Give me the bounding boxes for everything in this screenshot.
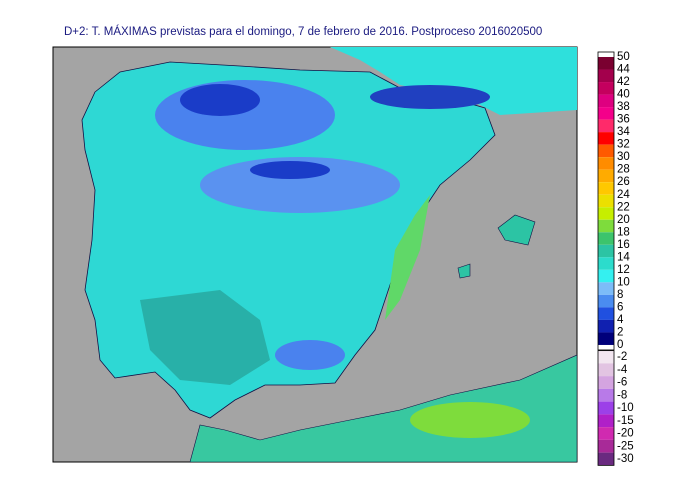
scale-border — [597, 350, 615, 466]
scale-swatch — [598, 257, 614, 270]
scale-swatch — [598, 282, 614, 295]
scale-swatch — [598, 332, 614, 345]
scale-label: -4 — [617, 364, 628, 376]
scale-label: 12 — [617, 264, 630, 276]
scale-label: 0 — [617, 339, 623, 351]
mallorca — [497, 214, 536, 246]
scale-label: 10 — [617, 276, 630, 288]
scale-swatch — [598, 307, 614, 320]
scale-label: 38 — [617, 101, 630, 113]
scale-swatch — [598, 94, 614, 108]
scale-label: 24 — [617, 189, 630, 201]
scale-swatch — [598, 57, 614, 70]
scale-swatch — [598, 388, 614, 402]
legend: 5044424038363432302826242220181614121086… — [597, 51, 634, 466]
scale-label: 22 — [617, 201, 630, 213]
cold-ridge — [250, 161, 330, 179]
scale-label: 26 — [617, 176, 630, 188]
scale-label: 16 — [617, 239, 630, 251]
scale-swatch — [598, 169, 614, 183]
ibiza — [457, 263, 471, 279]
warm-south — [140, 290, 270, 385]
scale-swatch — [598, 376, 614, 389]
scale-swatch — [598, 427, 614, 440]
scale-swatch — [598, 350, 614, 364]
scale-label: 36 — [617, 114, 630, 126]
scale-label: -15 — [617, 415, 634, 427]
scale-swatch — [598, 82, 614, 95]
scale-label: 50 — [617, 51, 630, 63]
scale-label: 40 — [617, 89, 630, 101]
scale-border — [597, 51, 615, 351]
scale-label: -2 — [617, 351, 627, 363]
scale-label: -20 — [617, 428, 634, 440]
scale-label: 2 — [617, 326, 623, 338]
scale-label: -8 — [617, 389, 627, 401]
scale-swatch — [598, 232, 614, 245]
scale-label: 44 — [617, 64, 630, 76]
scale-label: 6 — [617, 301, 623, 313]
africa-warm — [410, 402, 530, 438]
scale-swatch — [598, 294, 614, 308]
warm-coast — [385, 195, 430, 320]
scale-swatch — [598, 182, 614, 195]
scale-swatch — [598, 319, 614, 333]
map-title: D+2: T. MÁXIMAS previstas para el doming… — [64, 25, 542, 38]
scale-swatch — [598, 69, 614, 83]
scale-swatch — [598, 452, 614, 466]
pyrenees — [370, 85, 490, 109]
scale-label: 8 — [617, 289, 623, 301]
scale-label: -30 — [617, 453, 634, 465]
scale-swatch — [598, 132, 614, 145]
scale-label: 42 — [617, 76, 630, 88]
scale-swatch — [598, 219, 614, 233]
scale-label: 34 — [617, 126, 630, 138]
scale-swatch — [598, 244, 614, 258]
scale-swatch — [598, 157, 614, 170]
scale-swatch — [598, 107, 614, 120]
map-area — [81, 47, 577, 462]
scale-label: 18 — [617, 226, 630, 238]
scale-swatch — [598, 207, 614, 220]
scale-swatch — [598, 414, 614, 428]
scale-swatch — [598, 144, 614, 158]
scale-swatch — [598, 269, 614, 283]
scale-swatch — [598, 439, 614, 453]
scale-label: 20 — [617, 214, 630, 226]
scale-label: 30 — [617, 151, 630, 163]
scale-swatch — [598, 194, 614, 208]
france — [330, 47, 577, 115]
scale-label: 28 — [617, 164, 630, 176]
scale-label: -6 — [617, 377, 627, 389]
scale-swatch — [598, 363, 614, 377]
scale-label: -10 — [617, 402, 634, 414]
cold-core — [180, 84, 260, 116]
scale-label: 32 — [617, 139, 630, 151]
scale-label: 4 — [617, 314, 624, 326]
scale-swatch — [598, 119, 614, 133]
cold-center — [200, 157, 400, 213]
cold-south — [275, 340, 345, 370]
scale-label: -25 — [617, 440, 634, 452]
scale-swatch — [598, 401, 614, 415]
scale-label: 14 — [617, 251, 630, 263]
